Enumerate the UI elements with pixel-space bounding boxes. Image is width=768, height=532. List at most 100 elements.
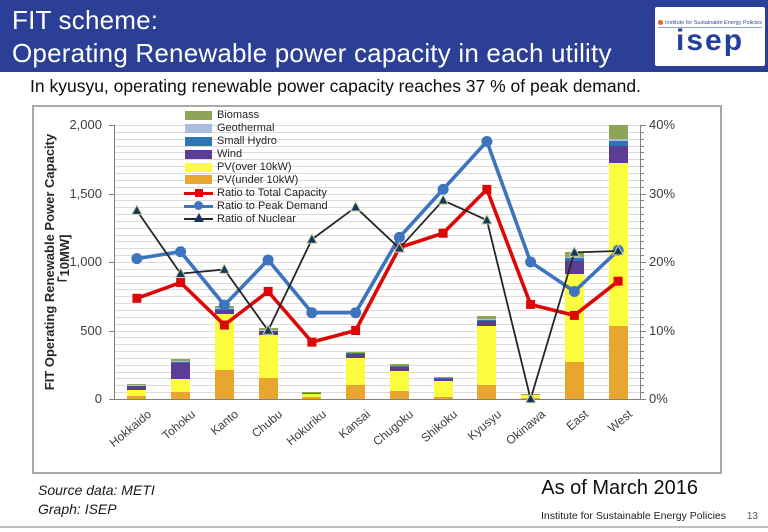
line-series-overlay [131,135,624,404]
grid-line [115,179,640,181]
y-axis-tick-label-right: 10% [649,322,676,338]
grid-line [115,392,640,394]
grid-line [115,282,640,284]
bar-segment-pv-under-10kw [433,396,453,399]
bar-segment-pv-over-10kw [214,314,234,370]
x-axis-line [114,399,640,400]
grid-line [115,309,640,311]
page-number: 13 [746,511,758,522]
source-data-text: Source data: METI [38,482,155,498]
bar-segment-wind [433,378,453,381]
legend-ratio-of-nuclear-swatch [184,213,213,224]
grid-line [115,364,640,366]
chart-legend: Biomass Geothermal Small Hydro Wind PV(over … [184,109,328,225]
y-axis-right-tick [640,125,646,126]
bar-segment-geothermal [564,256,584,258]
marker-ratio-of-nuclear [131,204,143,215]
legend-pv-over-10kw-label: PV(over 10kW) [217,161,292,173]
y-axis-right-minor-tick [640,337,644,339]
bar-segment-wind [608,145,628,164]
grid-line [115,200,640,202]
grid-line [115,255,640,257]
y-axis-tick-label-left: 1,500 [69,185,102,201]
bar-segment-pv-under-10kw [258,378,278,399]
marker-ratio-to-total-capacity [526,299,536,309]
legend-ratio-to-peak-demand-label: Ratio to Peak Demand [217,199,328,212]
grid-line [115,159,640,161]
y-axis-right-minor-tick [640,378,644,380]
grid-line [115,234,640,236]
bar-segment-small-hydro [346,353,366,355]
y-axis-right-minor-tick [640,275,644,277]
y-axis-right-minor-tick [640,309,644,311]
y-axis-tick-label-right: 40% [649,117,676,132]
legend-item-wind: Wind [184,148,328,161]
y-axis-right-minor-tick [640,248,644,250]
chart-frame: 0 500 1,000 1,500 2,000 0% 10% 20% 30% 40% Hokkaid… [32,105,722,474]
marker-ratio-of-nuclear [481,213,493,225]
bar-segment-biomass [302,392,322,394]
legend-pv-under-10kw-swatch [184,174,213,185]
legend-pv-over-10kw-swatch [184,162,213,173]
grid-line [115,125,640,126]
y-axis-right-minor-tick [640,152,644,154]
y-axis-left-tick [109,399,115,400]
marker-ratio-to-total-capacity [569,310,579,320]
y-axis-right-minor-tick [640,392,644,394]
y-axis-tick-label-left: 1,000 [69,254,102,269]
legend-small-hydro-swatch [184,136,213,147]
bar-segment-pv-under-10kw [346,385,366,399]
organization-name: Institute for Sustainable Energy Policie… [540,510,726,522]
page-title-line2: Operating Renewable power capacity in ea… [12,38,612,68]
grid-line [115,330,640,332]
y-axis-left-tick [109,125,115,126]
y-axis-right-minor-tick [640,303,644,305]
legend-item-ratio-to-total-capacity: Ratio to Total Capacity [184,186,328,199]
y-axis-tick-label-left: 2,000 [69,117,102,132]
bar-segment-small-hydro [389,365,409,367]
bar-segment-geothermal [608,139,628,141]
bar-segment-biomass [433,376,453,378]
isep-logo: Institute for Sustainable Energy Policie… [655,7,765,66]
grid-line [115,357,640,359]
y-axis-right-minor-tick [640,179,644,181]
grid-line [115,316,640,318]
logo-dot-icon [658,20,664,25]
grid-line [115,323,640,325]
marker-ratio-to-peak-demand [525,256,537,268]
legend-item-pv-over-10kw: PV(over 10kW) [184,161,328,174]
y-axis-tick-label-right: 0% [649,391,668,406]
bar-segment-pv-over-10kw [389,370,409,391]
legend-geothermal-swatch [184,123,213,134]
marker-ratio-of-nuclear [612,244,624,256]
bar-segment-pv-over-10kw [171,379,191,393]
marker-ratio-of-nuclear [262,323,274,335]
y-axis-right-minor-tick [640,344,644,346]
marker-ratio-of-nuclear [524,392,537,404]
slide-title-bar: FIT scheme: Operating Renewable power ca… [0,0,768,72]
bar-segment-pv-under-10kw [564,362,584,399]
legend-ratio-of-nuclear-label: Ratio of Nuclear [217,212,296,225]
grid-line [115,337,640,339]
y-axis-tick-label-left: 0 [94,391,102,406]
bar-segment-pv-over-10kw [477,326,497,386]
legend-ratio-to-total-capacity-label: Ratio to Total Capacity [217,186,327,199]
grid-line [115,166,640,168]
bar-segment-pv-over-10kw [346,357,366,386]
bar-segment-wind [346,354,366,358]
bar-segment-pv-under-10kw [302,396,322,399]
bar-segment-pv-over-10kw [302,393,322,397]
page-title: FIT scheme: Operating Renewable power ca… [12,4,612,70]
y-axis-right-tick [640,193,646,195]
legend-pv-under-10kw-label: PV(under 10kW) [217,173,299,186]
bar-segment-small-hydro [171,362,191,364]
grid-line [115,207,640,209]
marker-ratio-of-nuclear [437,193,449,205]
bar-segment-pv-over-10kw [258,334,278,379]
y-axis-tick-label-right: 30% [649,185,676,201]
y-axis-right-minor-tick [640,159,644,161]
marker-ratio-to-peak-demand [350,307,362,319]
bar-segment-biomass [608,125,628,140]
y-axis-right-tick [640,399,646,400]
chart-canvas: 0 500 1,000 1,500 2,000 0% 10% 20% 30% 40% Hokkaid… [34,107,720,472]
